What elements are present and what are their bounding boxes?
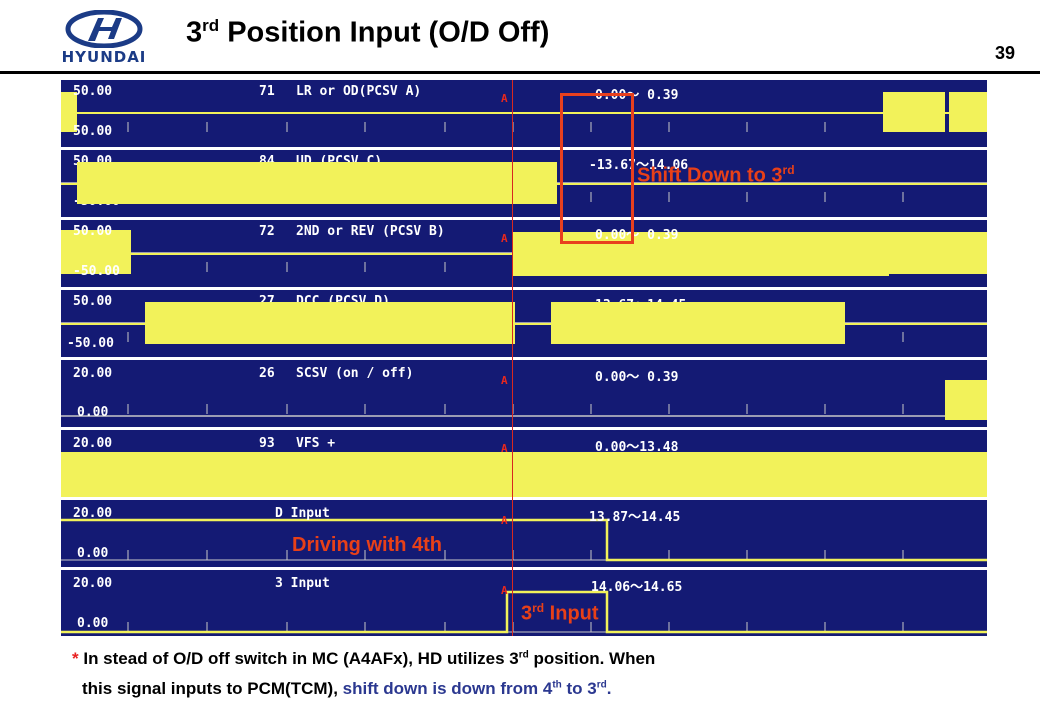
- cursor-marker: A: [501, 232, 508, 245]
- panel-grid: [61, 590, 987, 634]
- channel-range: 0.00～13.48: [595, 440, 679, 455]
- channel-number: 71: [259, 84, 275, 99]
- channel-range: 0.00～ 0.39: [595, 88, 679, 103]
- annotation-3rd-input: 3rd Input: [521, 601, 599, 625]
- hyundai-logo: HYUNDAI: [52, 9, 156, 66]
- channel-range: -13.67～14.06: [589, 158, 689, 173]
- signal-burst: [61, 92, 77, 132]
- cursor-marker: A: [501, 584, 508, 597]
- cursor-marker: A: [501, 92, 508, 105]
- channel-number: 72: [259, 224, 275, 239]
- page-number: 39: [995, 43, 1016, 63]
- hyundai-emblem-icon: [65, 9, 143, 49]
- scale-top: 50.00: [73, 84, 113, 99]
- signal-burst: [949, 92, 987, 132]
- scale-top: 20.00: [73, 436, 113, 451]
- scale-bottom: 0.00: [77, 546, 109, 561]
- channel-range: 13.87～14.45: [589, 510, 681, 525]
- channel-panel-scsv[interactable]: 20.00 0.00 26 SCSV (on / off) 0.00～ 0.39…: [61, 360, 987, 427]
- logo-text: HYUNDAI: [61, 48, 147, 66]
- scale-top: 20.00: [73, 506, 113, 521]
- channel-range: 14.06～14.65: [591, 580, 683, 595]
- scale-top: 50.00: [73, 224, 113, 239]
- note-line-1: * In stead of O/D off switch in MC (A4AF…: [72, 649, 656, 668]
- signal-trace: [61, 518, 987, 562]
- cursor-marker: A: [501, 374, 508, 387]
- annotation-shift-down: Shift Down to 3rd: [637, 163, 795, 187]
- signal-burst: [945, 380, 987, 420]
- channel-panel-dcc[interactable]: 50.00 27 DCC (PCSV D) 13.67～14.45 -50.00: [61, 290, 987, 357]
- signal-burst: [145, 302, 515, 344]
- scale-bottom: 0.00: [77, 616, 109, 631]
- scale-bottom: 0.00: [77, 405, 109, 420]
- oscilloscope-display: 50.00 50.00 71 LR or OD(PCSV A) 0.00～ 0.…: [61, 80, 987, 636]
- channel-name: 2ND or REV (PCSV B): [296, 224, 445, 239]
- signal-burst: [551, 302, 845, 344]
- header-divider: [0, 71, 1040, 74]
- channel-panel-2nd-rev[interactable]: 50.00 -50.00 72 2ND or REV (PCSV B) 0.00…: [61, 220, 987, 287]
- scale-top: 20.00: [73, 576, 113, 591]
- channel-name: VFS +: [296, 436, 336, 451]
- cursor-marker: A: [501, 442, 508, 455]
- channel-panel-lr-od[interactable]: 50.00 50.00 71 LR or OD(PCSV A) 0.00～ 0.…: [61, 80, 987, 147]
- channel-panel-d-input[interactable]: 20.00 0.00 D Input 13.87～14.45 A: [61, 500, 987, 567]
- channel-name: LR or OD(PCSV A): [296, 84, 422, 99]
- channel-name: SCSV (on / off): [296, 366, 414, 381]
- signal-burst: [513, 232, 889, 276]
- signal-trace: [61, 112, 987, 114]
- panel-grid: [61, 404, 987, 417]
- panel-grid: [61, 518, 987, 562]
- signal-burst: [77, 162, 557, 204]
- highlight-box: [560, 93, 634, 244]
- scale-bottom: -50.00: [73, 264, 120, 279]
- signal-burst: [61, 452, 987, 497]
- scale-top: 50.00: [73, 294, 113, 309]
- annotation-driving-4th: Driving with 4th: [292, 534, 442, 556]
- scale-bottom: 50.00: [73, 124, 113, 139]
- channel-range: 0.00～ 0.39: [595, 370, 679, 385]
- channel-range: 0.00～ 0.39: [595, 228, 679, 243]
- channel-number: 26: [259, 366, 275, 381]
- time-cursor-line[interactable]: [512, 80, 513, 636]
- channel-panel-3-input[interactable]: 20.00 0.00 3 Input 14.06～14.65 A: [61, 570, 987, 636]
- signal-burst: [883, 92, 945, 132]
- scale-top: 20.00: [73, 366, 113, 381]
- page-title: 3rd Position Input (O/D Off): [186, 16, 550, 49]
- channel-name: 3 Input: [275, 576, 330, 591]
- channel-panel-ud[interactable]: 50.00 -50.00 84 UD (PCSV C) -13.67～14.06: [61, 150, 987, 217]
- cursor-marker: A: [501, 514, 508, 527]
- channel-panel-vfs[interactable]: 20.00 93 VFS + 0.00～13.48 A: [61, 430, 987, 497]
- signal-burst: [889, 232, 987, 274]
- signal-trace: [61, 590, 987, 634]
- scale-bottom: -50.00: [67, 336, 114, 351]
- signal-trace: [61, 323, 987, 325]
- note-line-2: this signal inputs to PCM(TCM), shift do…: [82, 679, 612, 698]
- channel-name: D Input: [275, 506, 330, 521]
- channel-number: 93: [259, 436, 275, 451]
- signal-burst: [61, 230, 131, 274]
